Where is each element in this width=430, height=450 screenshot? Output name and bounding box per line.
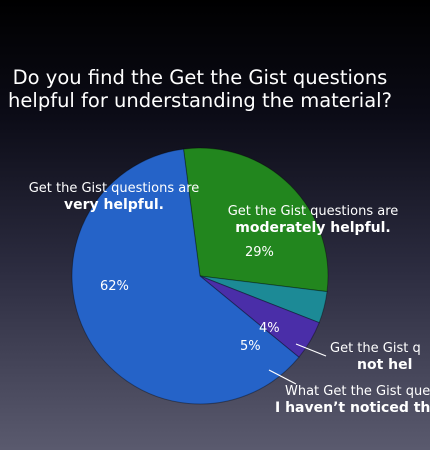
leader-line-not-helpful — [295, 343, 327, 357]
label-very-helpful-line-1: Get the Gist questions are — [28, 181, 200, 196]
pct-label-moderately-helpful: 29% — [245, 245, 274, 260]
chart-title: Do you find the Get the Gist questions h… — [0, 66, 400, 112]
slice-not-helpful — [199, 275, 328, 324]
slice-moderately-helpful — [182, 147, 329, 293]
label-not-helpful-line-1: Get the Gist q — [330, 341, 421, 356]
label-not-noticed: What Get the Gist ques I haven’t noticed… — [275, 383, 430, 417]
label-not-helpful-line-2: not hel — [357, 357, 413, 373]
chart-title-line-2: helpful for understanding the material? — [8, 89, 392, 112]
label-very-helpful-line-2: very helpful. — [64, 197, 164, 213]
slice-very-helpful — [71, 148, 300, 405]
label-moderately-helpful-line-2: moderately helpful. — [235, 220, 391, 236]
pct-label-not-helpful: 4% — [259, 321, 280, 336]
label-not-noticed-line-1: What Get the Gist ques — [285, 384, 430, 399]
label-moderately-helpful: Get the Gist questions are moderately he… — [212, 203, 414, 237]
leader-line-not-noticed — [268, 369, 297, 385]
label-moderately-helpful-line-1: Get the Gist questions are — [227, 204, 399, 219]
label-very-helpful: Get the Gist questions are very helpful. — [14, 180, 214, 214]
label-not-helpful: Get the Gist q not hel — [330, 340, 421, 374]
pct-label-very-helpful: 62% — [100, 279, 129, 294]
pct-label-not-noticed: 5% — [240, 339, 261, 354]
slice-not-noticed — [199, 275, 320, 358]
chart-title-line-1: Do you find the Get the Gist questions — [12, 66, 388, 89]
label-not-noticed-line-2: I haven’t noticed th — [275, 400, 430, 416]
